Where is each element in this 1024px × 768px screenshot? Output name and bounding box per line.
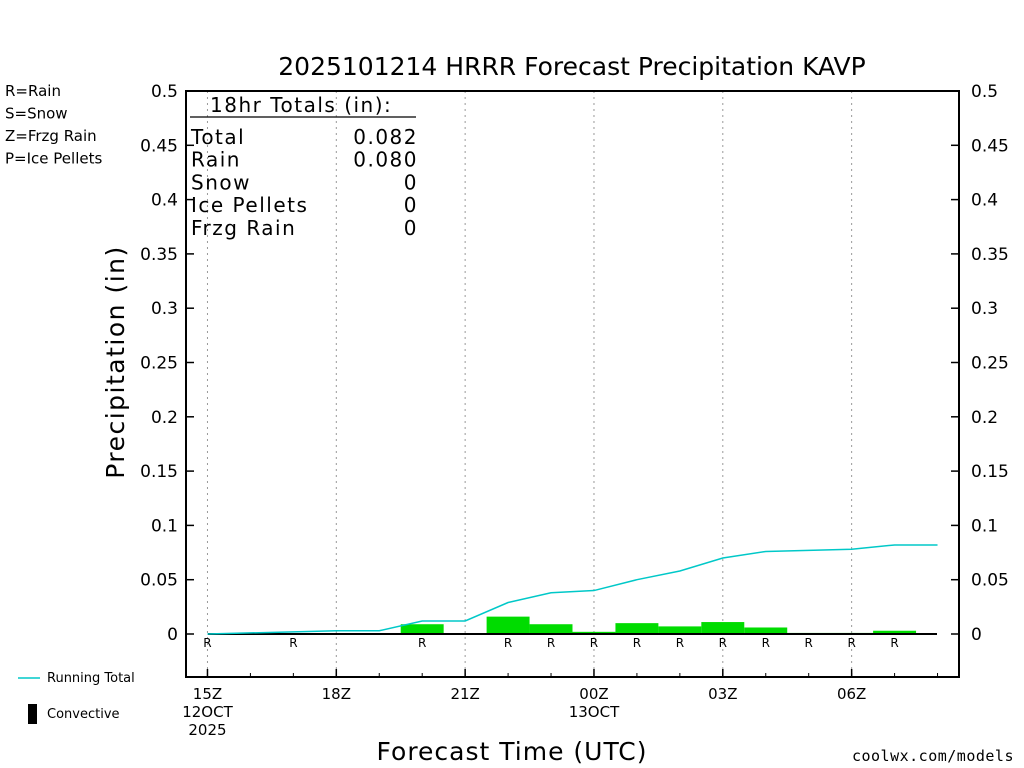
y-tick-label-left: 0.35 [140,245,178,265]
totals-row-value: 0.082 [353,125,418,149]
y-tick-label-left: 0.25 [140,354,178,374]
x-tick-label: 13OCT [569,703,620,721]
rain-bar [400,624,444,634]
x-tick-label: 06Z [837,685,866,703]
totals-row-value: 0 [404,170,418,194]
y-tick-label-left: 0.5 [151,82,178,102]
y-tick-label-right: 0.5 [971,82,998,102]
rain-bar [744,627,788,634]
totals-row-label: Frzg Rain [191,216,296,240]
rain-bar [572,631,616,634]
ptype-marker: R [847,636,855,650]
y-tick-label-right: 0.2 [971,408,998,428]
totals-box: 18hr Totals (in): Total 0.082 Rain 0.080 Sno… [190,93,418,240]
y-tick-label-right: 0.4 [971,191,998,211]
legend-running-total-label: Running Total [47,671,135,686]
ptype-marker: R [289,636,297,650]
type-key-item: R=Rain [5,82,61,100]
y-tick-label-left: 0 [167,625,178,645]
totals-row-value: 0 [404,216,418,240]
totals-row-value: 0 [404,193,418,217]
rain-bar [701,622,745,634]
y-tick-label-right: 0.45 [971,136,1009,156]
x-axis-label: Forecast Time (UTC) [377,737,648,766]
y-tick-label-left: 0.45 [140,136,178,156]
ptype-marker: R [504,636,512,650]
y-tick-label-left: 0.4 [151,191,178,211]
y-tick-label-left: 0.2 [151,408,178,428]
rain-bar [658,626,702,634]
y-tick-label-right: 0.25 [971,354,1009,374]
x-tick-label: 00Z [579,685,608,703]
chart-title: 2025101214 HRRR Forecast Precipitation K… [278,52,865,81]
x-tick-label: 15Z [193,685,222,703]
totals-row-label: Rain [191,148,241,172]
legend-convective-swatch [28,704,37,724]
ptype-marker: R [719,636,727,650]
y-tick-label-right: 0.1 [971,516,998,536]
ptype-marker: R [590,636,598,650]
ptype-marker: R [203,636,211,650]
rain-bar [486,616,530,634]
ptype-marker: R [633,636,641,650]
x-tick-label: 2025 [188,721,226,739]
totals-header: 18hr Totals (in): [210,93,392,117]
legend: Running Total Convective [18,671,135,724]
type-key-item: Z=Frzg Rain [5,127,97,145]
x-tick-label: 12OCT [182,703,233,721]
y-tick-label-right: 0.3 [971,299,998,319]
y-tick-label-left: 0.1 [151,516,178,536]
x-tick-label: 18Z [322,685,351,703]
y-tick-label-right: 0.05 [971,571,1009,591]
running-total-line [207,544,938,635]
rain-bar [615,623,659,634]
type-key-item: S=Snow [5,105,68,123]
x-tick-label: 03Z [708,685,737,703]
x-tick-label: 21Z [450,685,479,703]
ptype-marker: R [805,636,813,650]
totals-row-label: Total [190,125,245,149]
vertical-gridlines [206,91,853,677]
y-tick-label-right: 0.15 [971,462,1009,482]
y-tick-label-left: 0.3 [151,299,178,319]
plot-frame [185,90,960,678]
precip-bars [400,616,917,634]
rain-bar [873,630,917,634]
y-axis-left: 0 0.05 0.1 0.15 0.2 0.25 0.3 0.35 0.4 0.45 0.5 [140,82,194,645]
y-tick-label-right: 0 [971,625,982,645]
ptype-marker: R [547,636,555,650]
rain-bar [529,624,573,634]
ptype-marker: R [762,636,770,650]
y-tick-label-right: 0.35 [971,245,1009,265]
ptype-marker: R [890,636,898,650]
y-tick-label-left: 0.15 [140,462,178,482]
site-credit: coolwx.com/models [852,747,1014,765]
type-key-item: P=Ice Pellets [5,150,102,168]
ptype-marker: R [676,636,684,650]
ptype-marker: R [418,636,426,650]
y-axis-label: Precipitation (in) [101,245,130,479]
totals-row-label: Snow [191,170,251,194]
totals-row-value: 0.080 [353,148,418,172]
precip-type-key: R=Rain S=Snow Z=Frzg Rain P=Ice Pellets [5,82,102,168]
y-tick-label-left: 0.05 [140,571,178,591]
y-axis-right: 0 0.05 0.1 0.15 0.2 0.25 0.3 0.35 0.4 0.45 0.5 [951,82,1009,645]
totals-row-label: Ice Pellets [191,193,308,217]
legend-convective-label: Convective [47,707,120,722]
